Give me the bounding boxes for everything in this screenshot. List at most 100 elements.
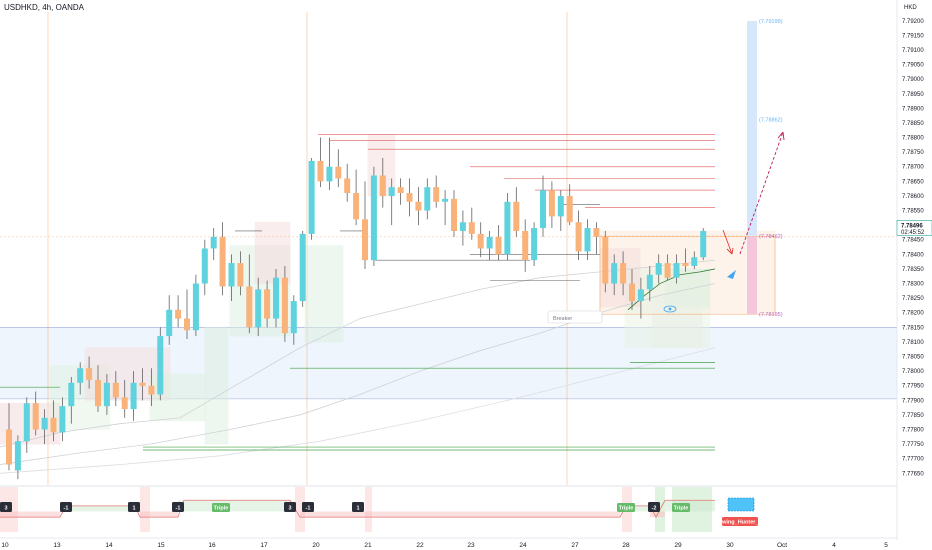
candle-6 — [59, 397, 66, 442]
currency-label: HKD — [904, 5, 917, 11]
y-tick-29: 7.77750 — [902, 442, 924, 448]
candle-body-24 — [219, 236, 226, 287]
ind-band-3 — [365, 487, 372, 532]
candle-4 — [41, 409, 48, 445]
ma-mid — [0, 283, 716, 465]
y-tick-10: 7.78700 — [902, 165, 924, 171]
ind-badge-7 — [648, 502, 660, 512]
ind-area-4 — [300, 511, 358, 518]
candle-body-56 — [504, 201, 511, 255]
y-tick-8: 7.78800 — [902, 136, 924, 142]
candle-3 — [32, 391, 39, 436]
candle-44 — [397, 178, 404, 205]
candle-body-2 — [23, 403, 30, 442]
ind-badge-text-2: 1 — [132, 506, 135, 512]
candle-49 — [442, 190, 449, 226]
candle-29 — [264, 280, 271, 328]
candle-body-21 — [192, 283, 199, 331]
candle-body-50 — [451, 198, 457, 231]
candle-body-28 — [255, 289, 262, 328]
candle-69 — [620, 251, 627, 296]
candle-54 — [486, 230, 493, 261]
ind-label-1 — [617, 503, 635, 512]
candle-body-25 — [228, 263, 235, 287]
x-tick-1: 13 — [53, 542, 61, 549]
ind-badge-text-5: -1 — [306, 506, 311, 512]
candle-body-19 — [175, 309, 182, 319]
ind-blue-box — [727, 497, 755, 512]
candle-body-54 — [486, 236, 493, 249]
candle-38 — [344, 163, 351, 202]
candle-7 — [68, 376, 75, 424]
candle-body-18 — [166, 309, 173, 337]
candle-body-68 — [611, 263, 618, 284]
candle-body-39 — [353, 193, 360, 220]
candle-body-27 — [246, 286, 253, 328]
y-tick-23: 7.78050 — [902, 355, 924, 361]
y-tick-11: 7.78650 — [902, 179, 924, 185]
ind-badge-text-1: -1 — [64, 506, 69, 512]
x-tick-2: 14 — [105, 542, 113, 549]
candle-10 — [95, 365, 101, 413]
x-tick-11: 27 — [571, 542, 579, 549]
candle-76 — [682, 248, 689, 272]
candle-59 — [531, 222, 538, 267]
target-down-bar — [747, 236, 757, 315]
candle-body-48 — [433, 187, 440, 202]
y-tick-26: 7.77900 — [902, 398, 924, 404]
ind-tag — [722, 517, 758, 526]
candle-57 — [513, 187, 520, 237]
candle-body-55 — [495, 236, 502, 255]
ind-label-0 — [212, 503, 230, 512]
candle-45 — [406, 178, 413, 217]
ind-area-5 — [358, 511, 620, 518]
x-tick-16: 4 — [832, 542, 836, 549]
y-tick-15: 7.78450 — [902, 238, 924, 244]
y-tick-13: 7.78550 — [902, 209, 924, 215]
ind-label-text-2: Triple — [674, 506, 689, 512]
candle-body-38 — [344, 178, 351, 194]
candle-body-43 — [388, 187, 395, 196]
candle-0 — [6, 403, 12, 471]
candle-14 — [130, 371, 137, 421]
y-tick-20: 7.78200 — [902, 311, 924, 317]
candle-60 — [540, 175, 546, 237]
candle-43 — [388, 178, 395, 226]
candle-body-16 — [148, 385, 155, 395]
y-tick-22: 7.78100 — [902, 340, 924, 346]
ind-band-2 — [295, 487, 305, 532]
ind-badge-2 — [128, 502, 140, 512]
candle-78 — [700, 228, 707, 261]
candle-body-63 — [566, 195, 573, 223]
y-tick-19: 7.78250 — [902, 296, 924, 302]
candle-21 — [192, 274, 199, 337]
candle-body-1 — [14, 441, 21, 471]
candle-40 — [362, 181, 368, 269]
candle-58 — [522, 219, 529, 272]
candle-body-36 — [326, 166, 333, 182]
candle-body-22 — [201, 248, 208, 284]
ind-area-0 — [0, 511, 60, 518]
y-tick-31: 7.77650 — [902, 471, 924, 477]
candle-36 — [326, 137, 333, 191]
candle-73 — [655, 254, 662, 284]
eye-pupil-icon — [668, 307, 672, 311]
candle-body-47 — [424, 187, 431, 211]
trade-arrow-icon — [727, 270, 736, 279]
candle-body-49 — [442, 198, 449, 202]
candle-32 — [290, 295, 297, 345]
candle-body-72 — [646, 274, 653, 290]
candle-27 — [246, 254, 253, 334]
y-tick-0: 7.79200 — [902, 19, 924, 25]
ind-tag-text: Swing_Hunter_1 — [718, 520, 761, 526]
candles — [6, 137, 707, 480]
candle-19 — [175, 295, 182, 328]
indicator-pane: 4.000000.00000-4.000003-11-13-11-2Triple… — [0, 485, 926, 538]
arrow-head-up — [777, 131, 785, 141]
candle-body-44 — [397, 187, 404, 194]
candle-body-61 — [548, 190, 555, 217]
candle-body-69 — [620, 263, 627, 284]
